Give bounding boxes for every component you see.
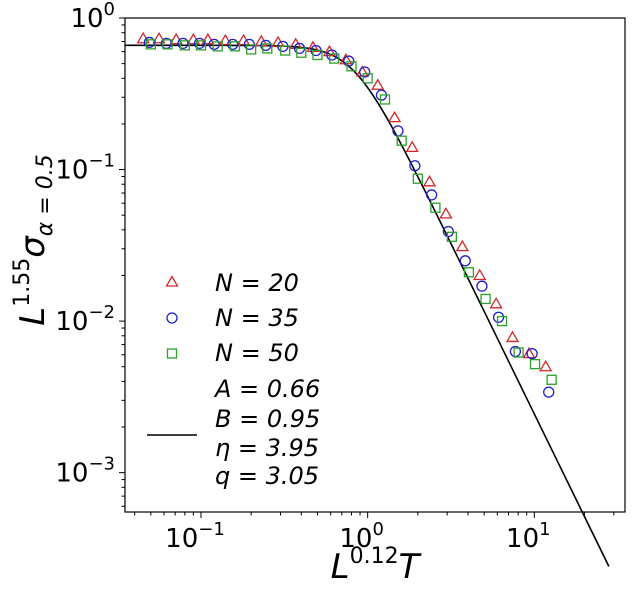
data-point-n35	[343, 55, 355, 67]
data-point-n20	[539, 359, 553, 372]
axis-ticks: 10−1 100 101 10−3 10−2 10−1 100	[55, 0, 615, 554]
data-point-n50	[412, 173, 423, 184]
y-tick-label: 10−3	[55, 454, 115, 489]
data-point-n20	[339, 52, 353, 65]
legend-label-n50: N = 50	[215, 339, 299, 367]
data-point-n20	[505, 330, 520, 343]
x-tick-label: 10−1	[165, 519, 225, 554]
data-point-n50	[496, 315, 508, 327]
data-point-n50	[262, 43, 273, 54]
data-point-n50	[529, 358, 541, 370]
data-point-n35	[425, 189, 438, 201]
y-tick-label: 10−1	[55, 151, 115, 186]
data-point-n35	[208, 38, 220, 51]
data-point-n50	[430, 202, 441, 213]
y-tick-label: 10−2	[55, 302, 115, 337]
data-point-n50	[162, 39, 173, 50]
data-point-n20	[169, 32, 183, 45]
fit-param-q: q = 3.05	[215, 462, 319, 490]
data-point-n50	[246, 44, 257, 55]
data-point-n20	[218, 33, 232, 46]
x-tick-label: 101	[506, 519, 551, 554]
data-point-n50	[329, 53, 340, 64]
fit-param-a: A = 0.66	[213, 375, 320, 403]
legend-entry-n35: N = 35	[166, 304, 299, 332]
data-point-n35	[359, 66, 371, 78]
data-point-n50	[362, 73, 373, 84]
data-point-n50	[513, 347, 524, 358]
fit-curve-line	[125, 44, 610, 567]
legend: N = 20 N = 35 N = 50 A = 0.66 B = 0.95 η…	[147, 269, 320, 490]
data-point-n35	[476, 280, 488, 292]
data-point-n50	[546, 374, 557, 385]
data-point-n35	[227, 38, 239, 51]
legend-marker-circle	[166, 312, 178, 324]
legend-label-n35: N = 35	[215, 304, 299, 332]
data-point-n20	[439, 207, 453, 219]
data-point-n50	[195, 40, 207, 51]
data-point-n20	[152, 31, 166, 44]
data-point-n35	[177, 37, 189, 50]
data-point-n20	[371, 78, 385, 90]
fit-curve-layer	[125, 44, 610, 567]
data-point-n35	[326, 49, 338, 61]
data-point-n20	[201, 32, 215, 45]
fit-param-eta: η = 3.95	[215, 434, 319, 462]
data-point-n20	[422, 175, 437, 187]
data-point-n35	[526, 347, 538, 360]
data-point-n50	[145, 39, 156, 50]
data-point-n50	[396, 135, 407, 146]
data-point-n35	[143, 36, 156, 49]
legend-entry-n50: N = 50	[166, 339, 299, 367]
data-point-n20	[387, 110, 402, 123]
x-axis-label: L0.12T	[331, 544, 422, 587]
data-point-n20	[186, 32, 200, 45]
data-point-n20	[473, 268, 487, 281]
data-point-n35	[442, 225, 455, 238]
y-axis-label: L1.55σα = 0.5	[10, 154, 58, 325]
data-point-n50	[229, 41, 241, 52]
data-point-n20	[405, 140, 419, 153]
data-point-n50	[212, 41, 223, 52]
y-tick-label: 100	[70, 0, 115, 34]
data-point-n50	[179, 40, 190, 51]
data-points	[136, 31, 557, 398]
data-point-n50	[446, 231, 457, 242]
data-point-n35	[459, 255, 471, 267]
data-point-n50	[463, 267, 475, 278]
plot-frame	[124, 17, 626, 513]
data-point-n50	[379, 94, 391, 105]
data-point-n35	[543, 386, 555, 398]
data-point-n35	[492, 311, 505, 323]
data-point-n50	[312, 49, 323, 61]
data-point-n50	[480, 293, 491, 305]
fit-param-b: B = 0.95	[215, 405, 320, 433]
legend-marker-triangle	[165, 275, 179, 287]
data-point-n20	[455, 239, 469, 252]
data-point-n20	[489, 297, 503, 309]
data-point-n35	[260, 39, 272, 51]
data-point-n35	[409, 160, 421, 172]
x-tick-label: 100	[339, 519, 384, 554]
data-point-n50	[296, 47, 307, 58]
legend-entry-fit: A = 0.66 B = 0.95 η = 3.95 q = 3.05	[147, 375, 320, 490]
legend-entry-n20: N = 20	[165, 269, 299, 297]
data-point-n35	[193, 37, 206, 50]
data-point-n50	[280, 45, 291, 56]
data-point-n50	[346, 61, 357, 72]
legend-marker-square	[166, 348, 178, 359]
legend-label-n20: N = 20	[215, 269, 299, 297]
